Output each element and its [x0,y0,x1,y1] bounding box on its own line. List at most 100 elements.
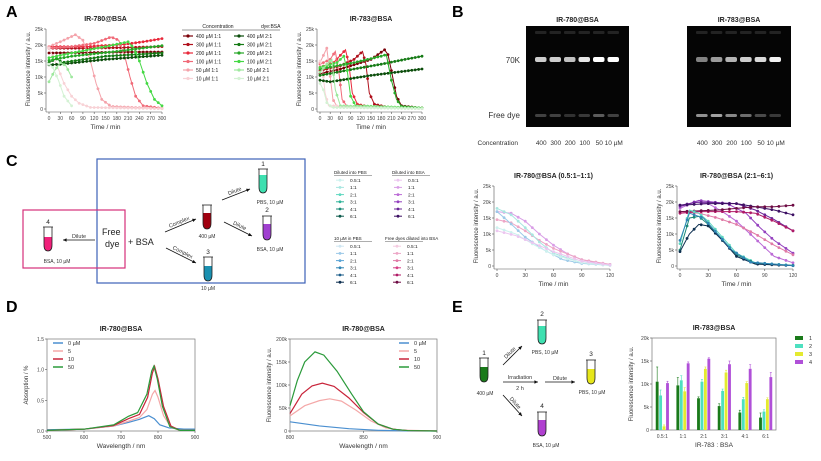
data-point [400,106,403,110]
data-point [552,247,555,250]
gel-background [526,26,629,127]
data-point [502,210,506,214]
series-path [496,211,611,265]
series-path [289,398,438,432]
data-point [339,83,342,87]
data-point [122,49,126,52]
data-point [749,205,753,209]
data-point [141,55,145,59]
data-point [777,205,781,208]
tube-2-icon [537,319,547,345]
data-point [66,36,70,40]
y-tick-label: 0 [671,264,674,270]
data-point [339,53,342,57]
x-tick-label: 2:1 [700,434,707,440]
tube-liquid [538,326,546,344]
data-point [156,107,160,111]
data-point [386,61,390,65]
legend-marker [395,252,399,255]
data-point [318,66,322,69]
data-point [92,56,96,60]
data-point [356,76,359,79]
tube-label: BSA, 10 µM [257,247,284,253]
x-tick-label: 210 [387,116,396,122]
data-point [77,54,81,57]
y-tick-label: 25k [666,184,675,190]
data-point [573,257,577,261]
data-point [325,72,329,76]
data-point [706,221,710,225]
data-point [141,40,145,44]
x-tick-label: 30 [705,273,711,279]
legend-marker [237,76,241,81]
gel-well-band [710,31,723,34]
chart-c1: IR-780@BSA (0.5:1–1:1) 0 5k 10k 15k 20k 25kFlu… [474,173,614,288]
data-point [328,59,332,63]
y-axis-label: Fluorescence intensity / a.u. [297,31,303,106]
data-point [369,95,373,99]
data-point [81,103,85,107]
data-point [160,37,164,40]
data-point [559,252,562,256]
legend-label: 100 µM 1:1 [196,60,221,66]
data-point [325,79,329,83]
data-point [537,246,541,250]
data-point [396,70,400,74]
data-point [756,223,760,227]
data-point [322,79,325,83]
series-line [47,61,73,84]
data-point [685,203,689,207]
y-tick-label: 10k [666,232,675,238]
data-point [390,69,393,72]
data-point [92,59,96,62]
data-point [107,36,111,40]
data-point [728,202,731,206]
data-point [777,242,781,246]
data-point [92,42,96,45]
x-tick-label: 60 [69,116,75,122]
data-point [115,54,119,57]
data-point [107,50,111,54]
arrow-line [502,394,523,417]
arrow-label: Dilute [503,346,517,360]
data-point [349,68,352,72]
legend-marker [338,259,342,262]
data-point [96,106,100,109]
data-point [749,211,753,215]
data-point [349,106,352,110]
irradiation-arrow [503,380,538,384]
data-point [100,51,104,55]
data-point [58,61,62,64]
legend-label: 3:1 [350,266,357,272]
concentration-value: 100 [579,140,590,147]
tube-label: 400 µM [199,234,216,240]
gel-band-free-dye [593,114,605,117]
data-point [685,224,689,228]
data-point [523,226,527,230]
data-point [130,82,134,85]
data-point [130,53,134,57]
data-point [713,206,717,210]
data-point [107,103,111,107]
data-point [403,69,407,73]
data-point [70,51,73,55]
data-point [390,78,393,82]
legend-label: 200 µM 1:1 [196,51,221,57]
tube-1-icon [258,168,268,194]
bar [724,372,728,430]
data-point [156,37,160,41]
data-point [138,40,141,44]
data-point [352,95,356,99]
data-point [107,44,111,48]
data-point [335,70,339,74]
data-point [678,203,682,207]
data-point [784,225,788,229]
data-point [318,70,322,74]
data-point [742,203,745,207]
y-tick-label: 5k [644,405,650,411]
legend-marker [396,214,400,218]
data-point [791,203,795,207]
gel-band-70k [549,57,561,62]
bar [659,395,663,430]
y-tick-label: 15k [641,359,650,365]
